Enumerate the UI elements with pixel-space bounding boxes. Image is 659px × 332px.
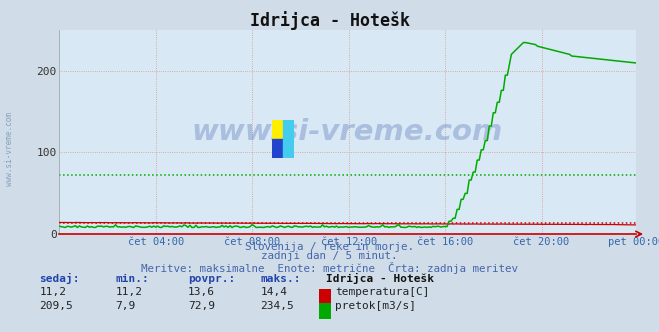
Bar bbox=[283, 138, 294, 158]
Text: 14,4: 14,4 bbox=[260, 287, 287, 297]
Text: povpr.:: povpr.: bbox=[188, 274, 235, 284]
Text: 11,2: 11,2 bbox=[115, 287, 142, 297]
Text: Slovenija / reke in morje.: Slovenija / reke in morje. bbox=[245, 242, 414, 252]
Text: 11,2: 11,2 bbox=[40, 287, 67, 297]
Text: www.si-vreme.com: www.si-vreme.com bbox=[5, 113, 14, 186]
Text: www.si-vreme.com: www.si-vreme.com bbox=[192, 118, 503, 146]
Bar bbox=[272, 138, 283, 158]
Text: Meritve: maksimalne  Enote: metrične  Črta: zadnja meritev: Meritve: maksimalne Enote: metrične Črta… bbox=[141, 262, 518, 274]
Text: min.:: min.: bbox=[115, 274, 149, 284]
Bar bbox=[272, 120, 283, 138]
Bar bbox=[283, 120, 294, 138]
Text: 13,6: 13,6 bbox=[188, 287, 215, 297]
Text: 72,9: 72,9 bbox=[188, 301, 215, 311]
Text: 234,5: 234,5 bbox=[260, 301, 294, 311]
Text: maks.:: maks.: bbox=[260, 274, 301, 284]
Text: temperatura[C]: temperatura[C] bbox=[335, 287, 429, 297]
Text: pretok[m3/s]: pretok[m3/s] bbox=[335, 301, 416, 311]
Text: Idrijca - Hotešk: Idrijca - Hotešk bbox=[326, 273, 434, 284]
Text: sedaj:: sedaj: bbox=[40, 273, 80, 284]
Text: Idrijca - Hotešk: Idrijca - Hotešk bbox=[250, 11, 409, 30]
Text: zadnji dan / 5 minut.: zadnji dan / 5 minut. bbox=[261, 251, 398, 261]
Text: 7,9: 7,9 bbox=[115, 301, 136, 311]
Text: 209,5: 209,5 bbox=[40, 301, 73, 311]
